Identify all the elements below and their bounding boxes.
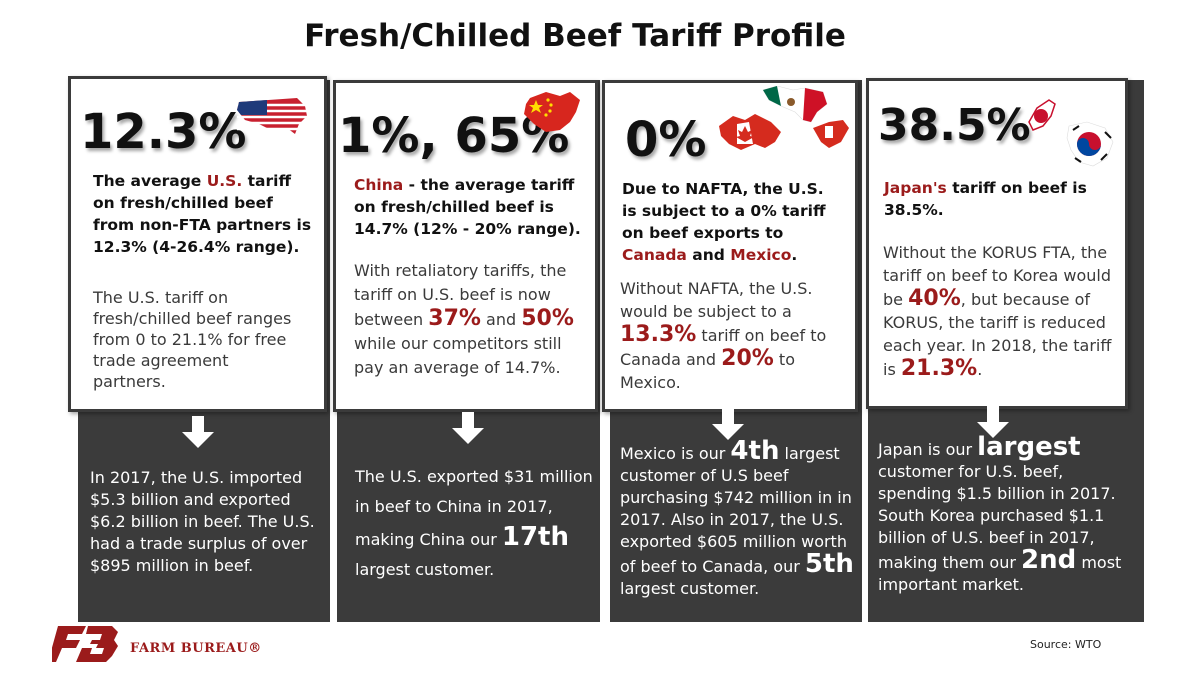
nafta-dark-text: Mexico is our 4th largest customer of U.… — [620, 436, 854, 598]
down-arrow-icon — [182, 416, 214, 448]
nafta-plain-text: Without NAFTA, the U.S. would be subject… — [620, 279, 827, 392]
source-note: Source: WTO — [1030, 638, 1102, 651]
canada-mexico-flag-map-icon — [719, 86, 849, 150]
us-big-number: 12.3% — [80, 104, 247, 160]
china-plain-text: With retaliatory tariffs, the tariff on … — [354, 261, 574, 377]
japan-korea-big-number: 38.5% — [878, 100, 1031, 151]
us-bold-text: The average U.S. tariff on fresh/chilled… — [93, 172, 312, 256]
us-plain-text: The U.S. tariff on fresh/chilled beef ra… — [93, 288, 292, 391]
us-card — [68, 76, 327, 412]
china-dark-text: The U.S. exported $31 million in beef to… — [355, 467, 593, 579]
japan-korea-dark-text: Japan is our largest customer for U.S. b… — [878, 432, 1122, 594]
china-card — [333, 80, 598, 412]
china-bold-text: China - the average tariff on fresh/chil… — [354, 176, 581, 238]
us-dark-text: In 2017, the U.S. imported $5.3 billion … — [90, 468, 315, 575]
down-arrow-icon — [452, 412, 484, 444]
nafta-big-number: 0% — [625, 112, 707, 168]
down-arrow-icon — [977, 406, 1009, 438]
page-title: Fresh/Chilled Beef Tariff Profile — [304, 18, 846, 54]
japan-korea-plain-text: Without the KORUS FTA, the tariff on bee… — [883, 243, 1112, 381]
us-flag-map-icon — [237, 98, 309, 134]
china-flag-map-icon — [524, 92, 580, 132]
japan-korea-bold-text: Japan's tariff on beef is 38.5%. — [884, 179, 1087, 219]
farm-bureau-logo-icon — [52, 626, 118, 662]
farm-bureau-logo-text: FARM BUREAU® — [130, 641, 262, 656]
nafta-bold-text: Due to NAFTA, the U.S. is subject to a 0… — [622, 180, 826, 264]
japan-korea-flag-map-icon — [1028, 99, 1114, 167]
down-arrow-icon — [712, 408, 744, 440]
